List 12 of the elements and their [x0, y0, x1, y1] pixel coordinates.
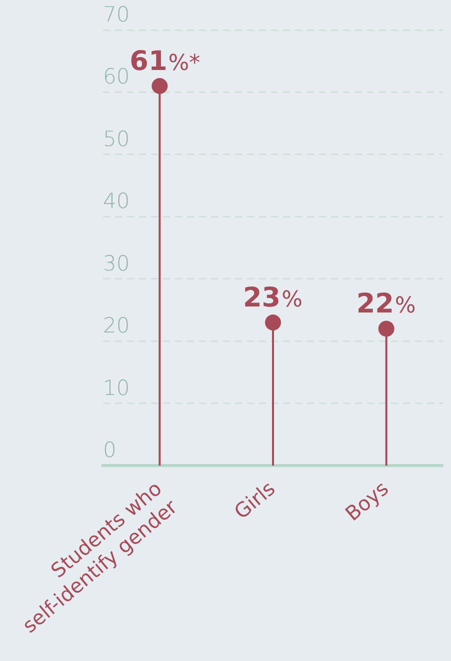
y-tick-label: 70 — [103, 2, 130, 26]
y-tick-label: 10 — [103, 376, 130, 400]
y-tick-label: 0 — [103, 438, 116, 462]
y-tick-label: 40 — [103, 189, 130, 214]
y-tick-label: 60 — [103, 64, 130, 89]
y-tick-label: 30 — [103, 251, 130, 276]
data-label: 22% — [356, 288, 416, 320]
y-tick-label: 20 — [103, 314, 130, 338]
x-tick-label: Girls — [229, 476, 280, 524]
y-tick-label: 50 — [103, 126, 130, 151]
data-label: 61%* — [130, 46, 200, 78]
data-label: 23% — [243, 282, 302, 314]
